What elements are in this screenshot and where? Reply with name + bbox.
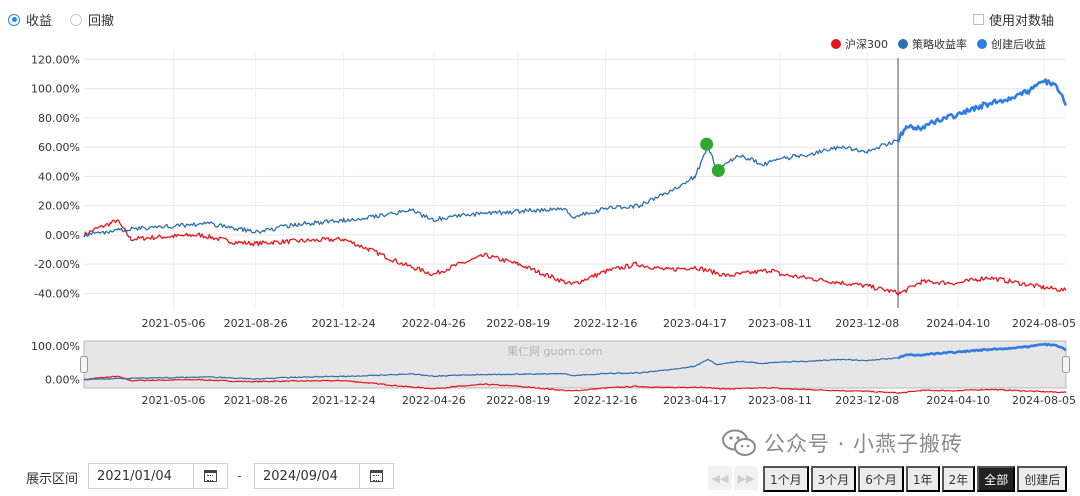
y-tick-label: 0.00% bbox=[45, 229, 80, 242]
legend-item-strategy[interactable]: 策略收益率 bbox=[898, 36, 967, 52]
y-tick-label: -20.00% bbox=[34, 258, 80, 271]
x-tick-label: 2022-08-19 bbox=[486, 317, 550, 330]
y-tick-label: 20.00% bbox=[38, 200, 80, 213]
log-axis-label: 使用对数轴 bbox=[988, 14, 1054, 29]
x-tick-label: 2024-08-05 bbox=[1012, 317, 1076, 330]
range-button-since-creation[interactable]: 创建后 bbox=[1017, 466, 1068, 492]
x-tick-label: 2021-08-26 bbox=[224, 317, 288, 330]
site-watermark: 果仁网 guorn.com bbox=[507, 343, 602, 359]
chart-legend: 沪深300 策略收益率 创建后收益 bbox=[831, 36, 1046, 52]
range-button-6m[interactable]: 6个月 bbox=[858, 466, 904, 492]
legend-label-post-creation: 创建后收益 bbox=[991, 38, 1046, 51]
radio-empty-icon bbox=[70, 13, 83, 26]
legend-item-post-creation[interactable]: 创建后收益 bbox=[977, 36, 1046, 52]
site-watermark-cn: 果仁网 bbox=[507, 345, 540, 358]
navigator-hs300-line bbox=[83, 375, 1067, 395]
navigator-x-tick-label: 2024-08-05 bbox=[1012, 394, 1076, 407]
mode-selector: 收益 回撤 bbox=[8, 10, 114, 29]
calendar-icon bbox=[370, 470, 383, 482]
trade-marker-2 bbox=[711, 163, 725, 177]
x-tick-label: 2021-12-24 bbox=[312, 317, 376, 330]
y-tick-label: 60.00% bbox=[38, 141, 80, 154]
range-button-3m[interactable]: 3个月 bbox=[810, 466, 857, 492]
legend-item-hs300[interactable]: 沪深300 bbox=[831, 36, 888, 52]
post-creation-line bbox=[896, 78, 1068, 143]
double-left-arrow-icon: ◀◀ bbox=[711, 471, 729, 485]
navigator-x-tick-label: 2022-08-19 bbox=[486, 394, 550, 407]
y-tick-label: -40.00% bbox=[34, 287, 80, 300]
navigator-right-handle[interactable] bbox=[1062, 356, 1070, 373]
next-range-button[interactable]: ▶▶ bbox=[734, 466, 758, 490]
navigator-x-tick-label: 2023-08-11 bbox=[748, 394, 812, 407]
mode-option-return-label: 收益 bbox=[26, 14, 53, 29]
navigator-strategy-line bbox=[83, 357, 899, 381]
strategy-line bbox=[83, 139, 899, 238]
legend-label-strategy: 策略收益率 bbox=[912, 38, 967, 51]
x-tick-label: 2023-04-17 bbox=[663, 317, 727, 330]
x-tick-label: 2024-04-10 bbox=[926, 317, 990, 330]
navigator-y-tick-label: 100.00% bbox=[31, 340, 80, 353]
navigator-x-tick-label: 2023-04-17 bbox=[663, 394, 727, 407]
range-label: 展示区间 bbox=[26, 472, 79, 487]
log-axis-toggle[interactable]: 使用对数轴 bbox=[972, 10, 1054, 29]
wechat-logo-icon bbox=[722, 429, 756, 456]
wechat-watermark-text: 公众号 · 小燕子搬砖 bbox=[764, 432, 964, 456]
navigator-post-creation-line bbox=[897, 342, 1067, 360]
x-tick-label: 2021-05-06 bbox=[142, 317, 206, 330]
wechat-watermark: 公众号 · 小燕子搬砖 bbox=[722, 428, 963, 458]
x-tick-label: 2023-08-11 bbox=[748, 317, 812, 330]
start-date-input[interactable] bbox=[89, 464, 193, 488]
navigator-x-tick-label: 2022-12-16 bbox=[573, 394, 637, 407]
range-button-2y[interactable]: 2年 bbox=[941, 466, 976, 492]
x-tick-label: 2023-12-08 bbox=[835, 317, 899, 330]
mode-option-return[interactable]: 收益 bbox=[8, 10, 52, 29]
end-date-calendar-button[interactable] bbox=[359, 464, 393, 488]
prev-range-button[interactable]: ◀◀ bbox=[708, 466, 732, 490]
navigator-x-tick-label: 2023-12-08 bbox=[835, 394, 899, 407]
navigator-window bbox=[83, 340, 1067, 389]
mode-option-drawdown[interactable]: 回撤 bbox=[70, 10, 114, 29]
legend-dot-icon bbox=[831, 39, 841, 49]
range-nav: ◀◀ ▶▶ bbox=[708, 466, 758, 490]
navigator-left-handle[interactable] bbox=[80, 356, 88, 373]
double-right-arrow-icon: ▶▶ bbox=[737, 471, 755, 485]
navigator-x-tick-label: 2022-04-26 bbox=[402, 394, 466, 407]
site-watermark-url: guorn.com bbox=[543, 345, 603, 358]
navigator-y-tick-label: 0.00% bbox=[45, 374, 80, 387]
legend-dot-icon bbox=[898, 39, 908, 49]
end-date-box bbox=[254, 463, 394, 489]
end-date-input[interactable] bbox=[255, 464, 359, 488]
range-buttons: 1个月 3个月 6个月 1年 2年 全部 创建后 bbox=[763, 466, 1068, 492]
date-separator: - bbox=[237, 469, 242, 484]
navigator-x-tick-label: 2021-08-26 bbox=[224, 394, 288, 407]
navigator-x-tick-label: 2021-12-24 bbox=[312, 394, 376, 407]
x-tick-label: 2022-12-16 bbox=[573, 317, 637, 330]
calendar-icon bbox=[204, 470, 217, 482]
range-button-1y[interactable]: 1年 bbox=[905, 466, 940, 492]
legend-label-hs300: 沪深300 bbox=[845, 38, 888, 51]
mode-option-drawdown-label: 回撤 bbox=[88, 14, 115, 29]
log-axis-checkbox[interactable] bbox=[972, 14, 984, 25]
hs300-line bbox=[83, 219, 1067, 296]
navigator-x-tick-label: 2021-05-06 bbox=[142, 394, 206, 407]
radio-selected-icon bbox=[8, 13, 20, 26]
y-tick-label: 120.00% bbox=[31, 53, 80, 66]
y-tick-label: 40.00% bbox=[38, 170, 80, 183]
range-button-1m[interactable]: 1个月 bbox=[763, 466, 809, 492]
navigator-x-tick-label: 2024-04-10 bbox=[926, 394, 990, 407]
y-tick-label: 100.00% bbox=[31, 83, 80, 96]
range-button-all[interactable]: 全部 bbox=[977, 466, 1016, 492]
start-date-calendar-button[interactable] bbox=[193, 464, 227, 488]
return-chart: 120.00% 100.00% 80.00% 60.00% 40.00% 20.00% 0.… bbox=[31, 52, 1076, 407]
legend-dot-icon bbox=[977, 39, 987, 49]
trade-marker-1 bbox=[700, 137, 714, 151]
x-tick-label: 2022-04-26 bbox=[402, 317, 466, 330]
start-date-box bbox=[88, 463, 228, 489]
y-tick-label: 80.00% bbox=[38, 112, 80, 125]
